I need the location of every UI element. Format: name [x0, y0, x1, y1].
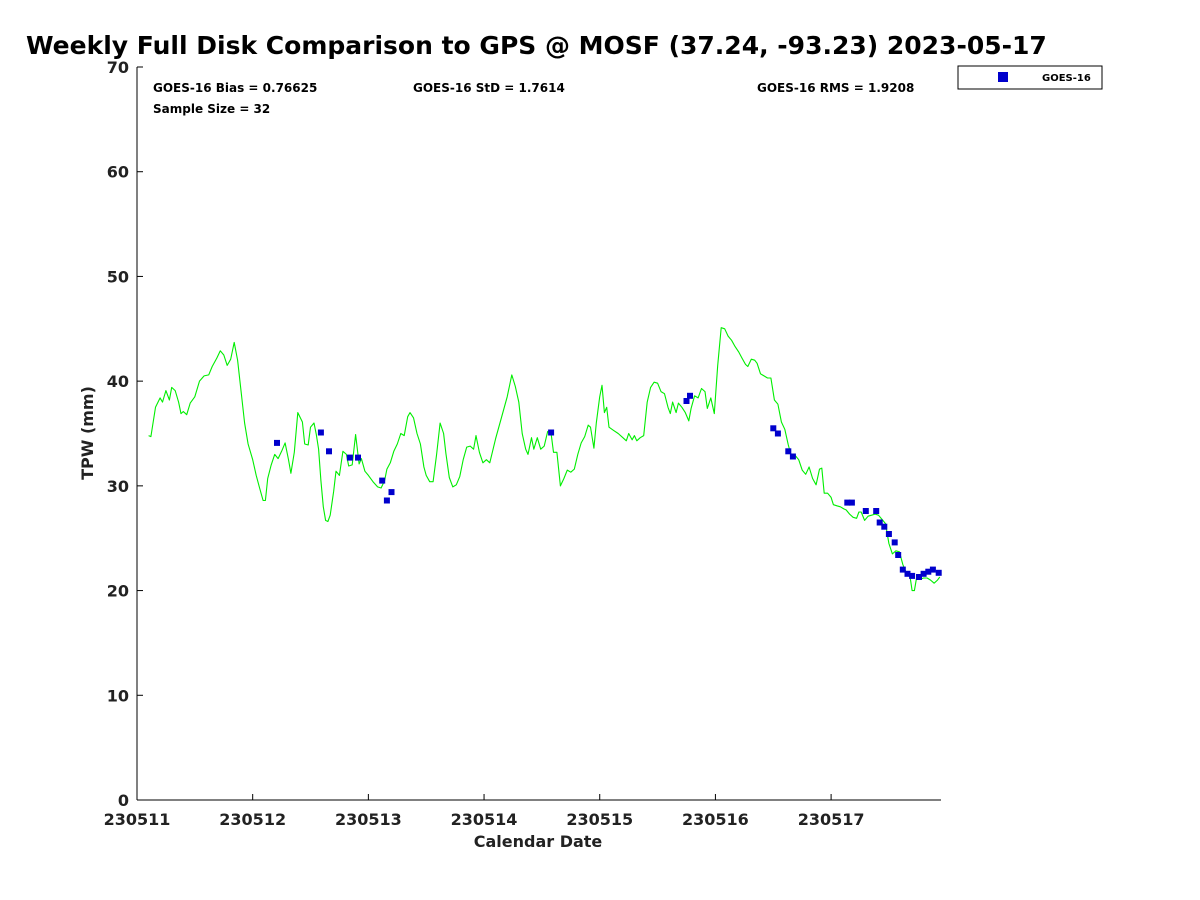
legend-label: GOES-16 — [1042, 73, 1091, 84]
axes: 0 10 20 30 40 50 60 70 230511 230512 230513 230514 2… — [104, 58, 941, 829]
goes16-point — [785, 448, 792, 455]
gps-line — [148, 327, 941, 592]
legend-marker — [998, 72, 1008, 82]
bias-stat: GOES-16 Bias = 0.76625 — [153, 81, 317, 95]
x-tick-label: 230517 — [798, 810, 865, 829]
goes16-point — [885, 531, 892, 537]
goes16-point — [346, 454, 353, 461]
goes16-point — [317, 429, 324, 436]
x-tick-label: 230514 — [451, 810, 518, 829]
goes16-point — [920, 570, 927, 577]
goes16-point — [355, 454, 361, 461]
y-tick-label: 40 — [107, 372, 129, 391]
stats-panel: GOES-16 Bias = 0.76625 GOES-16 StD = 1.7… — [153, 81, 914, 116]
gps-series — [148, 327, 941, 592]
chart-title: Weekly Full Disk Comparison to GPS @ MOS… — [26, 31, 1047, 60]
y-tick-label: 30 — [107, 477, 129, 496]
y-tick-label: 0 — [118, 791, 129, 810]
goes16-point — [891, 539, 898, 546]
goes16-point — [881, 523, 888, 530]
goes16-point — [916, 574, 922, 580]
rms-stat: GOES-16 RMS = 1.9208 — [757, 81, 914, 95]
goes16-point — [899, 566, 906, 573]
y-tick-label: 20 — [107, 582, 129, 601]
goes16-point — [687, 392, 693, 399]
goes16-point — [876, 519, 883, 526]
x-tick-label: 230511 — [104, 810, 171, 829]
goes16-point — [873, 508, 880, 514]
std-stat: GOES-16 StD = 1.7614 — [413, 81, 565, 95]
x-tick-label: 230513 — [335, 810, 402, 829]
y-tick-label: 50 — [107, 267, 129, 286]
x-tick-label: 230512 — [219, 810, 286, 829]
goes16-point — [274, 439, 280, 446]
goes16-point — [379, 477, 386, 484]
legend: GOES-16 — [957, 65, 1103, 90]
goes16-point — [326, 448, 332, 455]
y-tick-label: 10 — [107, 686, 129, 705]
goes16-point — [770, 425, 777, 432]
goes16-point — [935, 569, 942, 576]
goes16-point — [774, 430, 781, 437]
goes16-point — [388, 489, 395, 496]
legend-box — [957, 65, 1103, 90]
y-axis-label: TPW (mm) — [78, 386, 97, 480]
goes16-point — [862, 508, 869, 514]
x-tick-label: 230516 — [682, 810, 749, 829]
goes16-point — [844, 499, 851, 506]
goes16-point — [929, 566, 936, 573]
goes16-series — [274, 392, 942, 580]
sample-size-stat: Sample Size = 32 — [153, 102, 270, 116]
goes16-point — [683, 398, 690, 404]
x-tick-label: 230515 — [566, 810, 633, 829]
x-axis-label: Calendar Date — [474, 832, 603, 851]
goes16-point — [848, 499, 855, 506]
goes16-point — [904, 570, 911, 577]
goes16-point — [789, 453, 796, 460]
goes16-point — [895, 552, 902, 558]
goes16-point — [383, 497, 390, 504]
goes16-point — [909, 572, 916, 579]
goes16-point — [925, 568, 932, 575]
y-tick-label: 70 — [107, 58, 129, 77]
goes16-point — [548, 429, 555, 436]
y-tick-label: 60 — [107, 163, 129, 182]
